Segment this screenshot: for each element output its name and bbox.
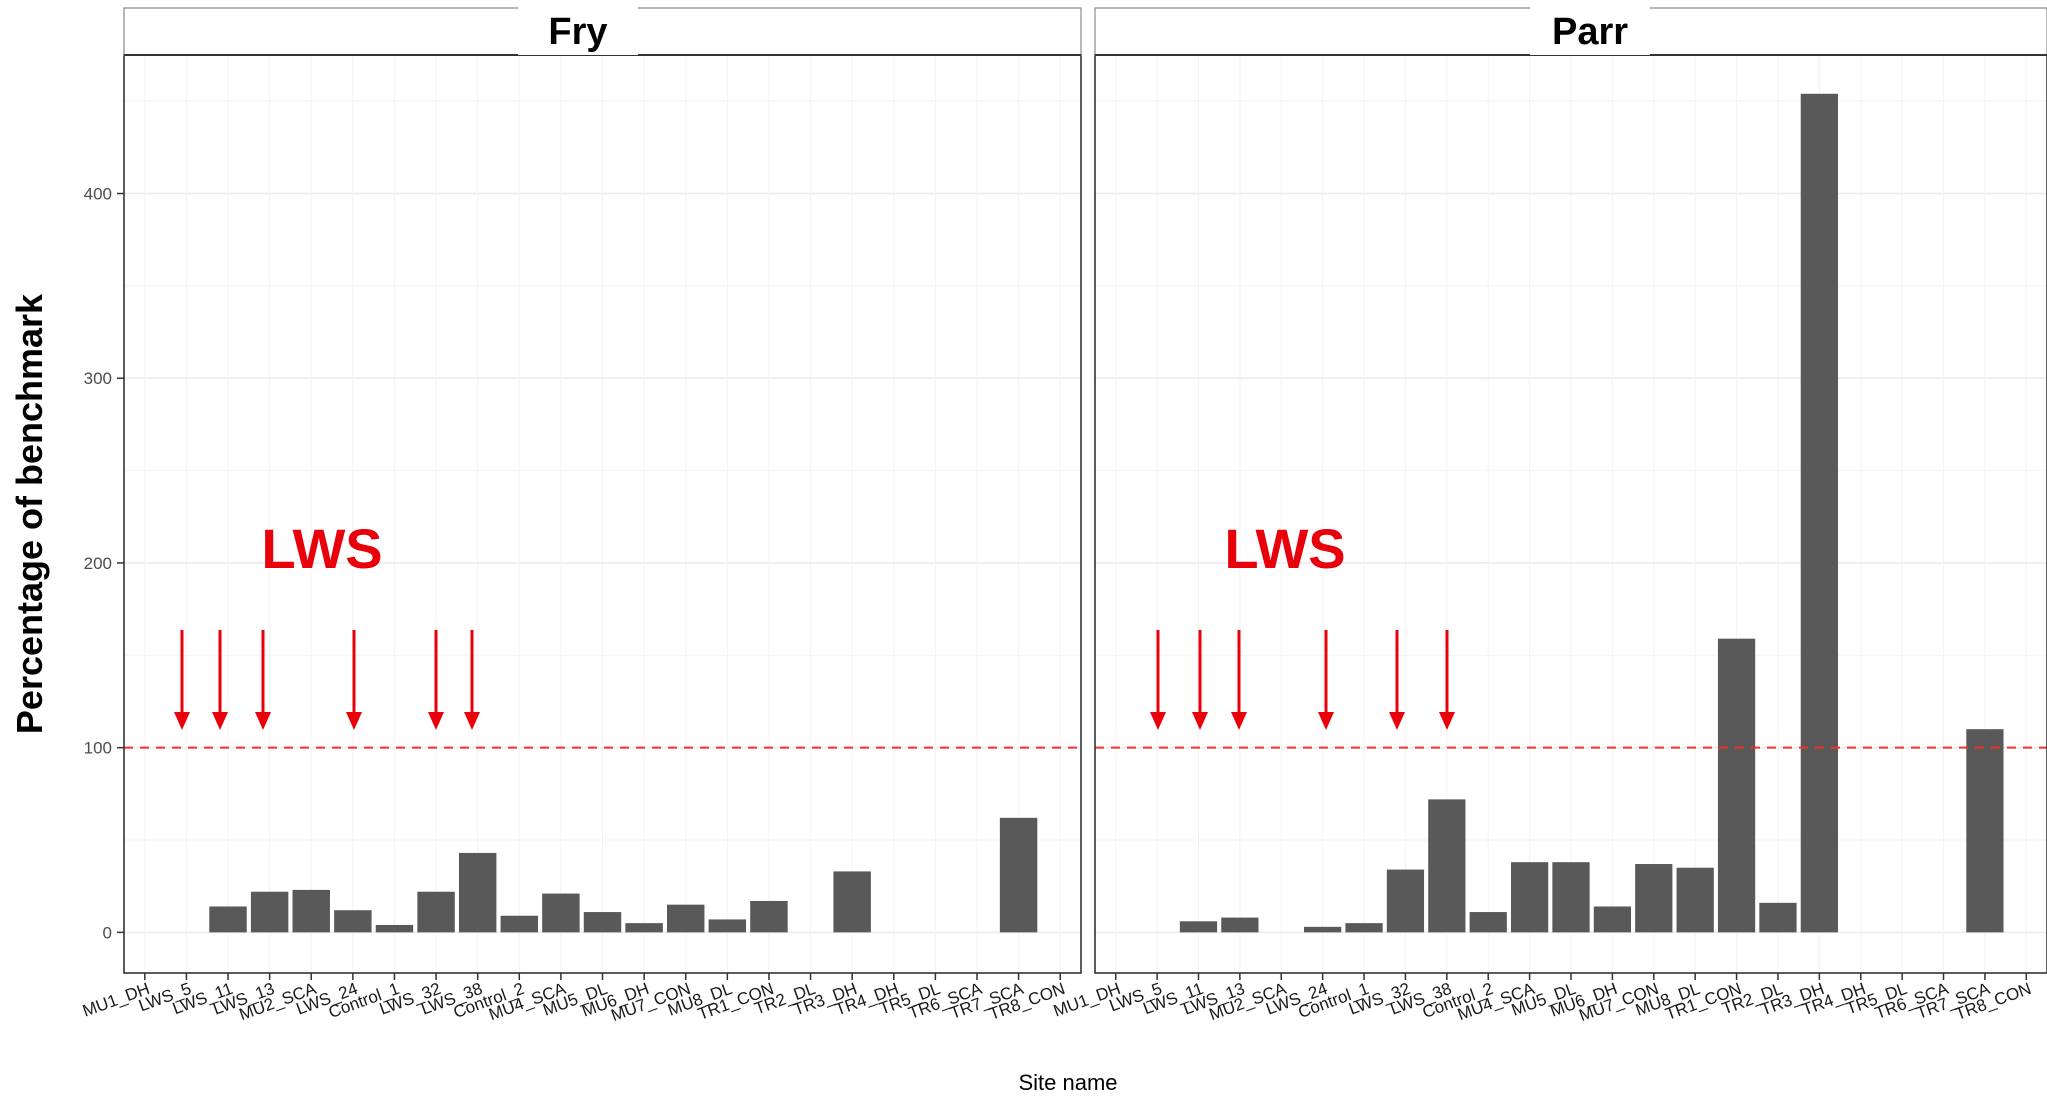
bar (1428, 799, 1466, 933)
bar (1304, 926, 1342, 933)
strip-label-bg (1530, 6, 1650, 55)
arrow-head (1439, 712, 1455, 730)
strip-label-bg (518, 6, 638, 55)
bar (250, 891, 289, 933)
annotation-lws: LWS (1224, 517, 1345, 580)
bar (1345, 923, 1383, 933)
bar (292, 889, 330, 933)
y-tick-label: 200 (84, 554, 112, 573)
arrow-head (1389, 712, 1405, 730)
bar (1759, 902, 1797, 933)
bar (625, 923, 663, 933)
bar (417, 891, 455, 933)
bar (209, 906, 247, 933)
bar (1510, 862, 1549, 933)
bar (833, 871, 871, 933)
bar (1552, 862, 1590, 933)
bar (1221, 917, 1259, 933)
bar (1966, 729, 2004, 933)
y-tick-label: 100 (84, 739, 112, 758)
y-tick-label: 0 (103, 923, 112, 942)
bar (375, 924, 414, 933)
arrow-head (1192, 712, 1208, 730)
x-axis-label: Site name (1018, 1070, 1117, 1095)
arrow-head (464, 712, 480, 730)
bar (334, 910, 372, 933)
bar (1593, 906, 1632, 933)
bar (1635, 864, 1673, 933)
arrow-head (428, 712, 444, 730)
bar (458, 852, 497, 933)
y-tick-label: 400 (84, 185, 112, 204)
strip-label: Parr (1552, 11, 1628, 53)
bar (583, 912, 622, 933)
bar (666, 904, 705, 933)
bar (542, 893, 580, 933)
arrow-head (1318, 712, 1334, 730)
strip-label: Fry (548, 11, 607, 53)
arrow-head (1231, 712, 1247, 730)
bar (1676, 867, 1714, 933)
y-tick-label: 300 (84, 369, 112, 388)
bar (1717, 638, 1756, 933)
bar (1800, 93, 1838, 933)
bar (750, 900, 788, 933)
bar (999, 817, 1038, 933)
bar (708, 919, 747, 933)
arrow-head (174, 712, 190, 730)
arrow-head (1150, 712, 1166, 730)
arrow-head (346, 712, 362, 730)
bar (1179, 921, 1218, 933)
bar (500, 915, 539, 933)
bar (1386, 869, 1425, 933)
annotation-lws: LWS (261, 517, 382, 580)
y-axis-label: Percentage of benchmark (9, 293, 50, 734)
bar (1469, 912, 1507, 933)
arrow-head (212, 712, 228, 730)
arrow-head (255, 712, 271, 730)
